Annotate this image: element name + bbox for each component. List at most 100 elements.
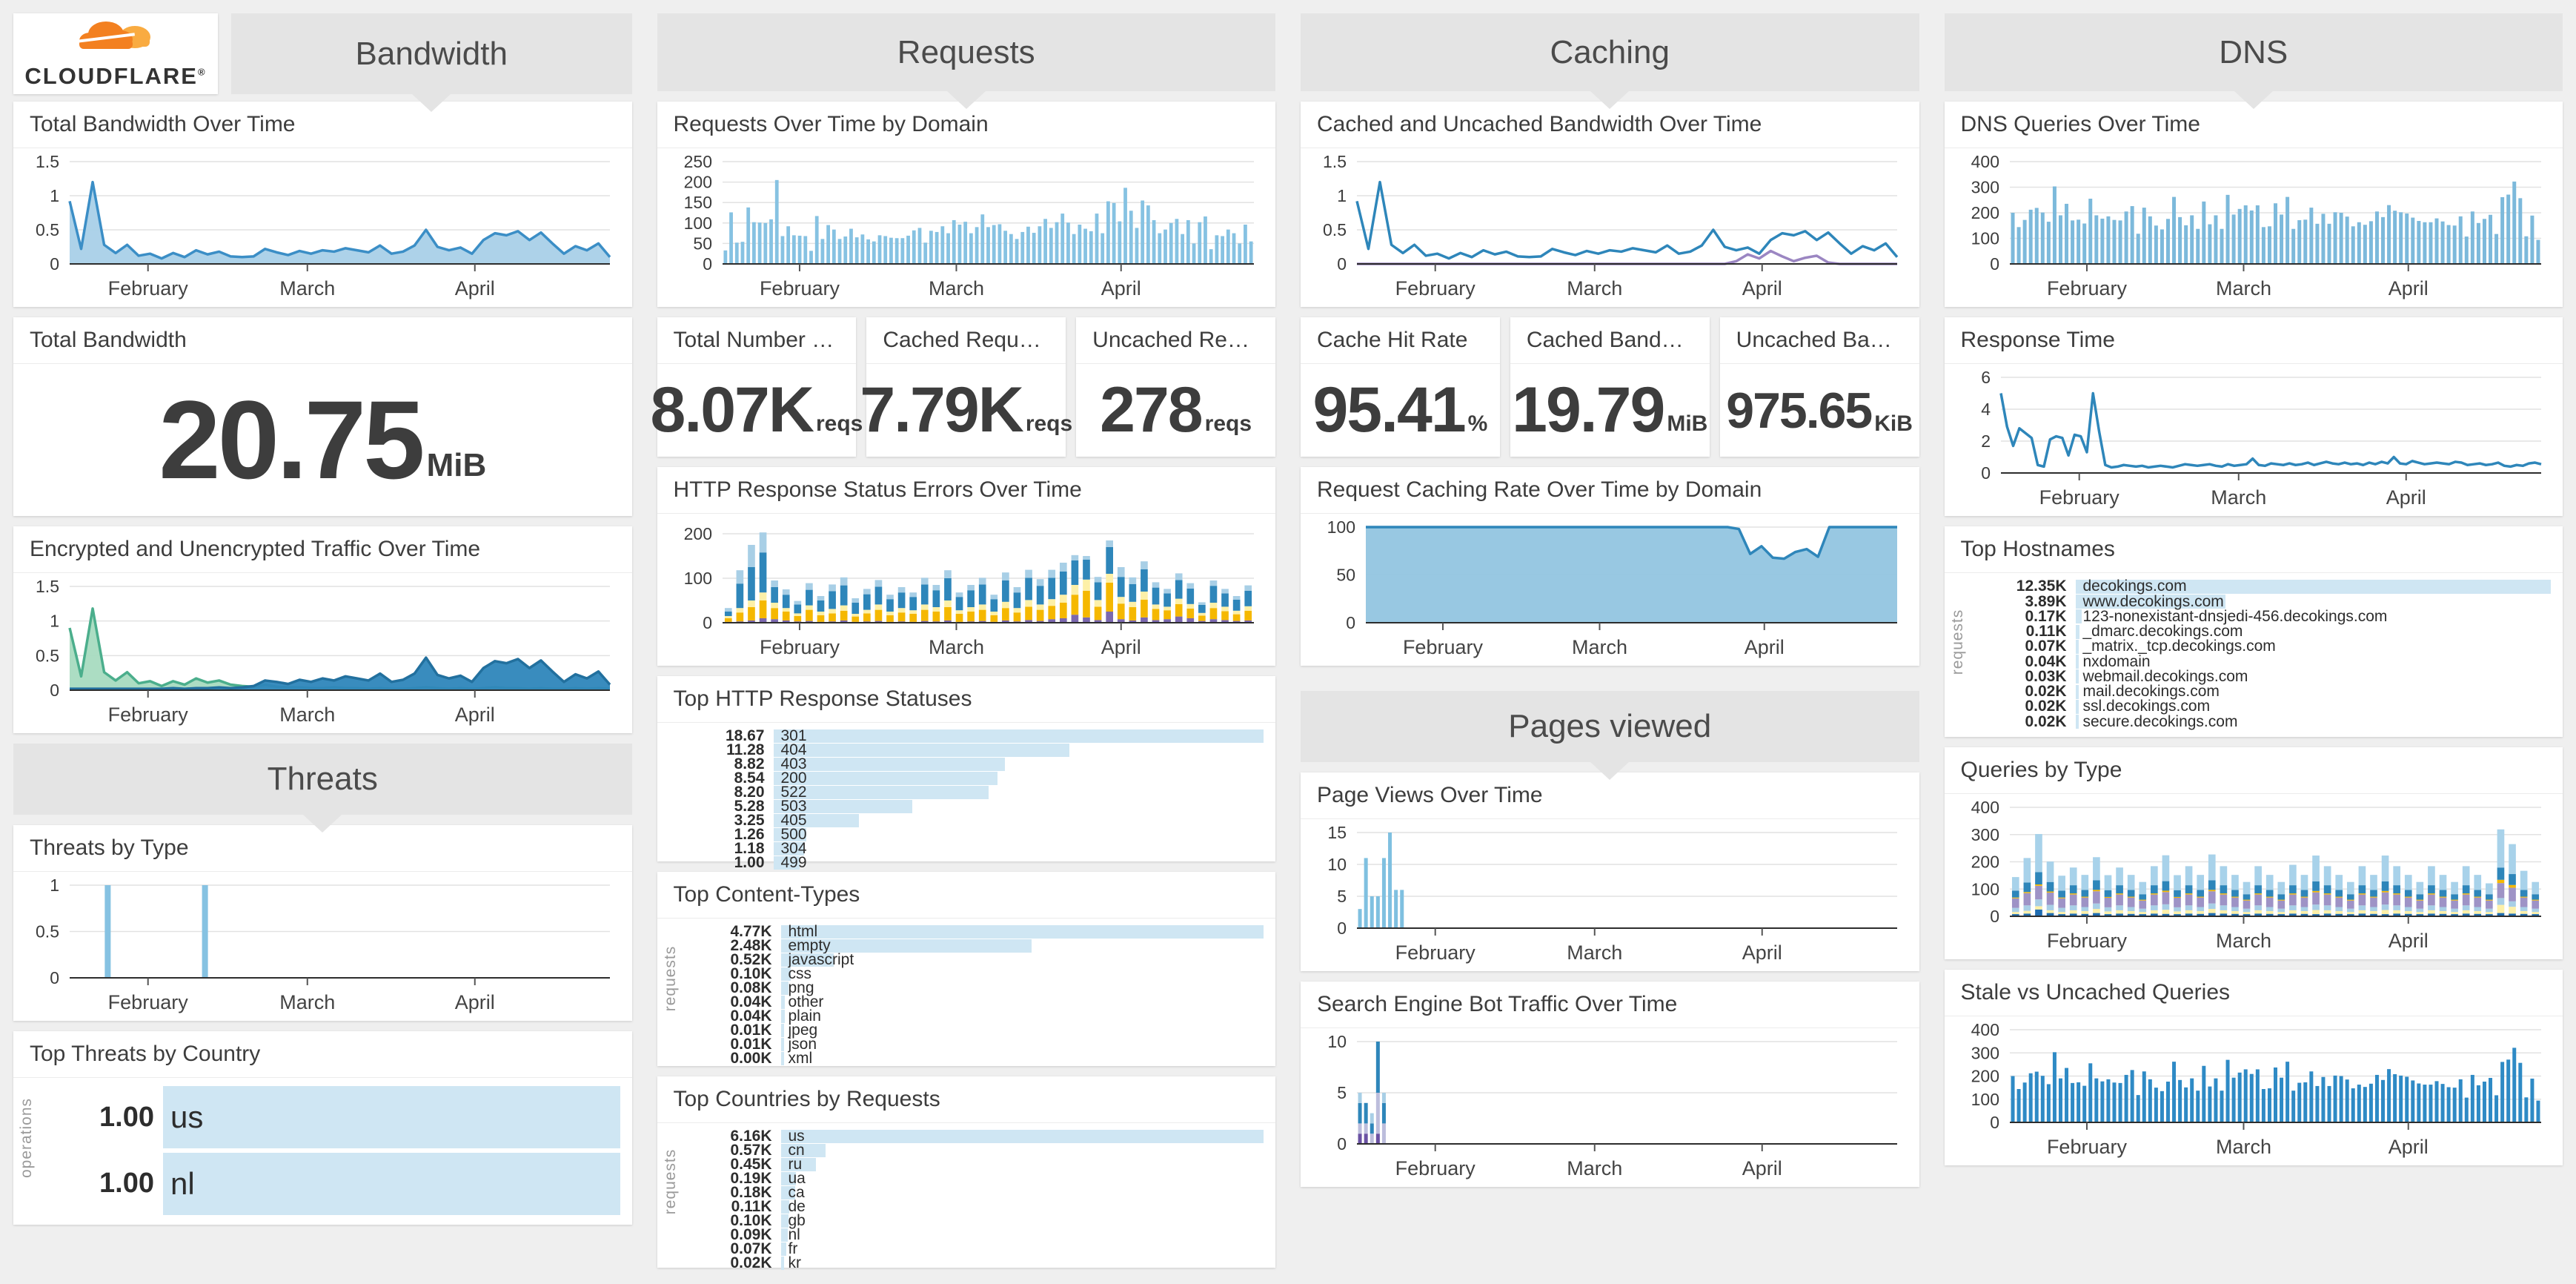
svg-text:February: February	[108, 991, 189, 1013]
http-errors-chart[interactable]: 0 100 200 February March April	[657, 514, 1276, 666]
svg-text:5: 5	[1337, 1083, 1347, 1102]
item-bar	[2075, 684, 2079, 699]
item-label: kr	[788, 1254, 802, 1271]
item-bar	[2075, 595, 2225, 609]
item-bar	[773, 785, 989, 799]
item-bar	[780, 1214, 789, 1228]
list-item: 5.28 503	[687, 798, 1264, 815]
svg-text:March: March	[279, 704, 335, 726]
top-statuses-list[interactable]: 18.67 301 11.28 404 8.82 403 8.54 200 8.20 522 5.2…	[657, 723, 1276, 871]
svg-text:0: 0	[1981, 463, 1991, 483]
item-bar	[773, 799, 912, 813]
item-bar	[2075, 579, 2551, 594]
top-content-types-list[interactable]: 4.77K html 2.48K empty 0.52K javascript 0.10K c…	[657, 919, 1276, 1067]
section-header-caching: Caching	[1301, 13, 1919, 109]
page-views-chart[interactable]: 0 5 10 15 February March April	[1301, 819, 1919, 971]
panel-http-errors: HTTP Response Status Errors Over Time 0 1…	[657, 467, 1276, 666]
svg-text:1.5: 1.5	[36, 577, 59, 596]
svg-text:March: March	[2215, 277, 2271, 300]
item-value: 4.77K	[730, 922, 772, 940]
item-bar	[780, 953, 834, 967]
panel-title: Top Threats by Country	[13, 1031, 632, 1078]
item-value: 0.57K	[730, 1141, 772, 1159]
panel-title: Threats by Type	[13, 825, 632, 872]
item-value: 0.10K	[730, 1211, 772, 1229]
svg-text:March: March	[279, 277, 335, 300]
encrypted-traffic-chart[interactable]: 0 0.5 1 1.5 February March April	[13, 573, 632, 733]
item-bar	[773, 729, 1264, 743]
svg-text:February: February	[2046, 1136, 2127, 1158]
item-value: 18.67	[725, 727, 765, 744]
stat-value: 7.79K reqs	[860, 374, 1073, 446]
svg-text:400: 400	[1971, 1020, 1999, 1039]
header-arrow	[1590, 762, 1630, 780]
total-bandwidth-chart[interactable]: 0 0.5 1 1.5 February March April	[13, 148, 632, 307]
item-label: 304	[780, 839, 807, 857]
svg-text:100: 100	[683, 569, 711, 588]
top-countries-list[interactable]: 6.16K us 0.57K cn 0.45K ru 0.19K ua 0.18K ca 0.11K…	[657, 1123, 1276, 1271]
item-bar	[773, 856, 800, 870]
panel-total-bandwidth-over-time: Total Bandwidth Over Time 0 0.5 1 1.5 Februa…	[13, 102, 632, 307]
stat-cached-bandwidth: Cached Bandwidth 19.79 MiB	[1510, 317, 1710, 457]
svg-text:300: 300	[1971, 825, 1999, 844]
cached-uncached-bw-chart[interactable]: 0 0.5 1 1.5 February March April	[1301, 148, 1919, 307]
item-value: 0.17K	[2025, 607, 2067, 625]
item-value: 0.10K	[730, 964, 772, 982]
top-threats-list[interactable]: 1.00 us 1.00 nl	[13, 1078, 632, 1225]
svg-text:300: 300	[1971, 178, 1999, 197]
item-label: css	[788, 964, 812, 982]
dns-queries-chart[interactable]: 0 100 200 300 400 February March April	[1945, 148, 2563, 307]
panel-title: Cached Bandwidth	[1510, 317, 1710, 364]
panel-top-hostnames: Top Hostnames 12.35K decokings.com 3.89K ww…	[1944, 526, 2563, 737]
stat-uncached-bandwidth: Uncached Band... 975.65 KiB	[1719, 317, 1919, 457]
svg-text:0.5: 0.5	[36, 220, 59, 239]
panel-requests-over-time: Requests Over Time by Domain 0 50 100 150 20…	[657, 102, 1276, 307]
item-value: 11.28	[726, 741, 765, 758]
item-value: 0.07K	[730, 1240, 772, 1257]
item-value: 0.01K	[730, 1021, 772, 1039]
list-item: 3.89K www.decokings.com	[1974, 593, 2552, 610]
item-value: 1.00	[99, 1168, 154, 1199]
item-value: 0.02K	[2025, 712, 2067, 730]
svg-text:1: 1	[1337, 186, 1347, 205]
item-label: ru	[788, 1155, 803, 1173]
section-header-bandwidth: Bandwidth	[231, 13, 632, 112]
item-label: 404	[780, 741, 807, 758]
list-item: 0.10K gb	[687, 1211, 1264, 1229]
item-label: 499	[780, 853, 807, 871]
response-time-chart[interactable]: 0 2 4 6 February March April	[1945, 364, 2563, 516]
item-label: 301	[780, 727, 807, 744]
item-bar	[773, 813, 859, 827]
list-item: 0.08K png	[687, 979, 1264, 996]
panel-response-time: Response Time 0 2 4 6 February March April	[1944, 317, 2563, 516]
item-bar	[780, 1037, 784, 1051]
section-header-dns: DNS	[1944, 13, 2563, 109]
item-value: 0.04K	[2025, 652, 2067, 670]
panel-top-threats-by-country: Top Threats by Country 1.00 us 1.00 nl oper…	[13, 1031, 632, 1225]
item-value: 0.01K	[730, 1035, 772, 1053]
header-arrow	[946, 91, 986, 109]
panel-title: Total Bandwidth	[13, 317, 632, 364]
item-bar	[780, 995, 785, 1009]
item-label: empty	[788, 936, 831, 954]
item-bar	[780, 1009, 785, 1023]
panel-title: Cached Requests	[866, 317, 1066, 364]
bot-traffic-chart[interactable]: 0 5 10 February March April	[1301, 1028, 1919, 1187]
requests-chart[interactable]: 0 50 100 150 200 250 February March April	[657, 148, 1276, 307]
top-hostnames-list[interactable]: 12.35K decokings.com 3.89K www.decokings.co…	[1945, 573, 2563, 737]
panel-title: Top HTTP Response Statuses	[657, 676, 1275, 723]
item-label: png	[788, 979, 814, 996]
svg-text:0: 0	[1346, 613, 1355, 632]
caching-rate-chart[interactable]: 0 50 100 February March April	[1301, 514, 1919, 666]
svg-text:February: February	[1395, 1157, 1476, 1179]
item-bar	[2075, 699, 2079, 714]
panel-caching-rate: Request Caching Rate Over Time by Domain…	[1301, 467, 1919, 666]
item-label: nxdomain	[2082, 652, 2151, 670]
queries-by-type-chart[interactable]: 0 100 200 300 400 February March April	[1945, 794, 2563, 959]
stale-uncached-chart[interactable]: 0 100 200 300 400 February March April	[1945, 1016, 2563, 1165]
axis-label: requests	[661, 945, 679, 1012]
threats-by-type-chart[interactable]: 0 0.5 1 February March April	[13, 872, 632, 1021]
panel-title: Encrypted and Unencrypted Traffic Over T…	[13, 526, 632, 573]
svg-text:100: 100	[1971, 229, 1999, 248]
list-item: 4.77K html	[687, 922, 1264, 940]
